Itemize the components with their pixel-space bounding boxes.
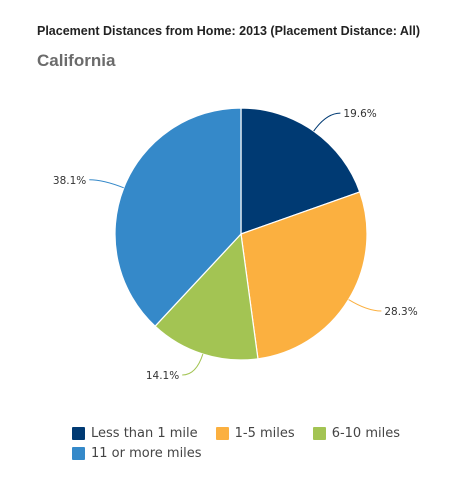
- chart-title: Placement Distances from Home: 2013 (Pla…: [37, 24, 421, 38]
- legend-item-1-5-miles[interactable]: 1-5 miles: [215, 425, 295, 441]
- legend-swatch-11-or-more-miles: [72, 446, 85, 460]
- legend-swatch-less-than-1-mile: [72, 426, 85, 440]
- legend-label-6-10-miles: 6-10 miles: [331, 425, 400, 441]
- pie-slice-11-or-more-miles[interactable]: [114, 107, 242, 327]
- data-label-less-than-1-mile: 19.6%: [343, 108, 376, 120]
- legend: Less than 1 mile 1-5 miles 6-10 miles 11…: [72, 423, 432, 463]
- pie-slice-1-5-miles[interactable]: [240, 191, 368, 360]
- data-label-6-10-miles: 14.1%: [146, 370, 179, 382]
- legend-label-less-than-1-mile: Less than 1 mile: [91, 425, 198, 441]
- connector-11-or-more-miles: [89, 179, 124, 189]
- data-label-1-5-miles: 28.3%: [384, 306, 417, 318]
- connector-6-10-miles: [182, 353, 204, 376]
- legend-swatch-6-10-miles: [312, 426, 326, 440]
- connector-less-than-1-mile: [313, 112, 341, 132]
- legend-item-less-than-1-mile[interactable]: Less than 1 mile: [72, 426, 198, 441]
- connector-1-5-miles: [348, 299, 382, 312]
- legend-row-2: 11 or more miles: [72, 443, 432, 463]
- pie-slice-6-10-miles[interactable]: [154, 233, 259, 361]
- legend-row-1: Less than 1 mile 1-5 miles 6-10 miles: [72, 423, 432, 443]
- legend-item-11-or-more-miles[interactable]: 11 or more miles: [72, 446, 202, 461]
- chart-subtitle: California: [37, 51, 116, 70]
- data-label-11-or-more-miles: 38.1%: [53, 175, 86, 187]
- pie-chart: 19.6% 28.3% 14.1% 38.1%: [53, 107, 418, 382]
- legend-swatch-1-5-miles: [215, 426, 229, 440]
- legend-item-6-10-miles[interactable]: 6-10 miles: [312, 425, 400, 441]
- legend-label-1-5-miles: 1-5 miles: [234, 425, 295, 441]
- pie-slice-less-than-1-mile[interactable]: [240, 107, 361, 235]
- legend-label-11-or-more-miles: 11 or more miles: [91, 445, 202, 461]
